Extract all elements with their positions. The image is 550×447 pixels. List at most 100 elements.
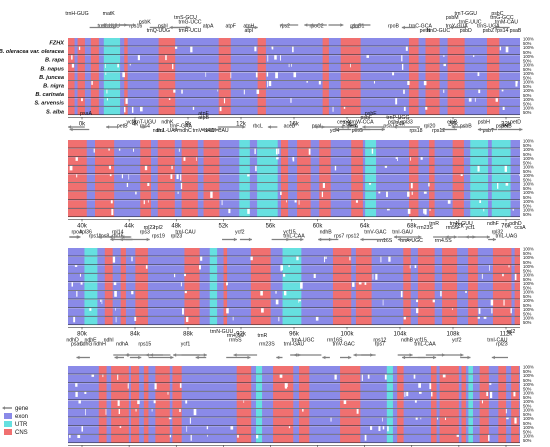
- gene-label: rrn4.5S: [435, 238, 453, 244]
- divergence-dip: [294, 200, 297, 203]
- divergence-dip: [384, 165, 388, 168]
- divergence-dip: [118, 409, 121, 415]
- divergence-dip: [358, 282, 362, 285]
- divergence-dip: [143, 200, 145, 205]
- region-block: [299, 417, 310, 426]
- gene-arrow-head: [352, 23, 356, 27]
- species-row: 100%50%: [68, 433, 534, 444]
- legend-item: gene: [2, 406, 29, 412]
- region-block: [514, 291, 520, 299]
- divergence-dip: [432, 299, 435, 303]
- percent-label-50: 50%: [523, 110, 532, 115]
- divergence-dip: [519, 174, 520, 177]
- region-block: [468, 383, 473, 392]
- divergence-dip: [401, 63, 404, 70]
- species-row: 100%50%: [68, 147, 534, 157]
- region-block: [431, 409, 437, 417]
- gene-arrow-head: [467, 355, 471, 360]
- region-block: [172, 409, 182, 417]
- divergence-dip: [431, 391, 433, 397]
- percent-label-100: 100%: [523, 255, 534, 260]
- divergence-dip: [499, 46, 502, 51]
- divergence-dip: [418, 383, 422, 388]
- divergence-dip: [226, 282, 228, 286]
- region-block: [172, 391, 182, 400]
- region-block: [95, 157, 115, 166]
- gene-arrow-head: [402, 355, 406, 360]
- gene-label: rps7: [375, 342, 385, 348]
- axis-tick-label: 104k: [393, 331, 407, 337]
- region-block: [340, 72, 361, 81]
- gene-label: trnI-GAU: [284, 342, 305, 348]
- region-block: [468, 409, 473, 417]
- region-block: [429, 165, 435, 174]
- region-block: [111, 366, 129, 374]
- region-block: [442, 248, 458, 256]
- species-label: B. carinata: [35, 92, 64, 98]
- divergence-dip: [276, 157, 279, 160]
- region-block: [511, 409, 519, 417]
- gene-arrow-head: [340, 125, 344, 129]
- divergence-dip: [256, 89, 260, 94]
- region-block: [98, 434, 107, 443]
- percent-label-50: 50%: [523, 404, 532, 409]
- region-block: [280, 183, 289, 191]
- percent-label-50: 50%: [523, 412, 532, 417]
- percent-label-100: 100%: [523, 390, 534, 395]
- region-block: [461, 417, 466, 426]
- divergence-dip: [409, 265, 411, 269]
- divergence-dip: [283, 291, 287, 296]
- region-block: [250, 308, 271, 317]
- species-label: B. oleracea var. oleracea: [0, 49, 64, 55]
- divergence-dip: [181, 89, 183, 94]
- gene-arrow-head: [348, 355, 352, 360]
- divergence-dip: [382, 417, 383, 422]
- gene-label: rpoC1: [350, 24, 364, 30]
- species-row: 100%50%: [68, 37, 534, 47]
- divergence-dip: [373, 81, 375, 84]
- region-block: [340, 106, 361, 115]
- region-block: [397, 391, 404, 400]
- divergence-dip: [414, 265, 417, 268]
- region-block: [130, 409, 140, 417]
- percent-label-50: 50%: [523, 84, 532, 89]
- gene-label: trnS-GCU: [174, 15, 197, 21]
- divergence-dip: [489, 391, 493, 399]
- gene-label: rps16: [129, 24, 142, 30]
- region-block: [409, 157, 419, 166]
- region-block: [340, 374, 361, 383]
- divergence-dip: [110, 200, 113, 204]
- species-row: 100%50%: [68, 298, 534, 308]
- divergence-dip: [489, 383, 492, 385]
- divergence-dip: [364, 434, 367, 441]
- gene-arrow-head: [350, 25, 354, 30]
- divergence-dip: [131, 291, 134, 295]
- region-block: [68, 89, 75, 98]
- gene-arrow-head: [353, 127, 357, 132]
- region-block: [68, 200, 87, 209]
- divergence-dip: [473, 55, 475, 57]
- region-block: [68, 208, 87, 217]
- region-block: [492, 299, 512, 308]
- region-block: [257, 55, 266, 64]
- region-block: [447, 106, 465, 115]
- region-block: [143, 417, 149, 426]
- region-block: [77, 46, 85, 55]
- divergence-dip: [479, 200, 482, 203]
- region-block: [498, 417, 507, 426]
- divergence-dip: [364, 282, 367, 285]
- gene-arrow-head: [401, 25, 405, 30]
- percent-label-100: 100%: [523, 97, 534, 102]
- region-block: [319, 148, 331, 157]
- species-row: 100%50%: [68, 139, 534, 149]
- divergence-dip: [196, 157, 197, 161]
- divergence-dip: [71, 55, 73, 60]
- divergence-dip: [173, 89, 176, 93]
- region-block: [273, 391, 294, 400]
- region-block: [257, 140, 278, 148]
- divergence-dip: [91, 81, 93, 85]
- region-block: [103, 81, 121, 89]
- divergence-dip: [266, 81, 268, 88]
- divergence-dip: [105, 409, 107, 415]
- region-block: [181, 174, 198, 183]
